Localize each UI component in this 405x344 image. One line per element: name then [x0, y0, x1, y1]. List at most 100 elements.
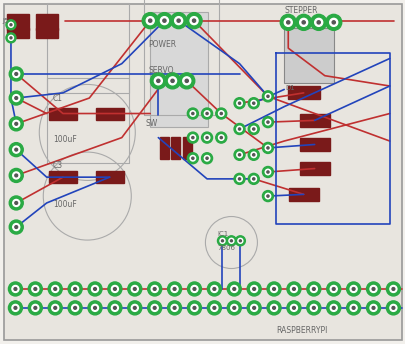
Circle shape: [108, 282, 122, 296]
Bar: [96, 108, 123, 119]
Circle shape: [151, 286, 158, 292]
Circle shape: [220, 112, 222, 115]
Circle shape: [230, 286, 237, 292]
Circle shape: [247, 301, 260, 315]
Circle shape: [316, 21, 320, 24]
Circle shape: [28, 301, 42, 315]
Bar: [182, 137, 191, 159]
Circle shape: [178, 73, 194, 89]
Circle shape: [13, 95, 20, 101]
Circle shape: [168, 77, 176, 85]
Circle shape: [201, 153, 212, 164]
Circle shape: [173, 307, 175, 309]
Circle shape: [290, 286, 297, 292]
Circle shape: [13, 172, 20, 179]
Circle shape: [6, 33, 16, 43]
Circle shape: [15, 73, 17, 75]
Bar: [150, 12, 208, 127]
Circle shape: [238, 102, 240, 104]
Circle shape: [299, 18, 307, 26]
Text: SERVO: SERVO: [148, 66, 173, 75]
Circle shape: [227, 301, 241, 315]
Circle shape: [238, 154, 240, 156]
Text: RASPBERRYPI: RASPBERRYPI: [275, 326, 327, 335]
Circle shape: [153, 307, 156, 309]
Circle shape: [171, 79, 174, 83]
Circle shape: [204, 155, 209, 161]
Circle shape: [266, 195, 269, 197]
Circle shape: [235, 236, 245, 246]
Bar: [171, 137, 180, 159]
Circle shape: [326, 282, 340, 296]
Bar: [47, 78, 128, 163]
Circle shape: [266, 282, 280, 296]
Circle shape: [286, 282, 300, 296]
Bar: [47, 78, 128, 163]
Circle shape: [228, 238, 233, 243]
Circle shape: [286, 21, 289, 24]
Circle shape: [233, 123, 245, 135]
Circle shape: [220, 238, 224, 243]
Circle shape: [329, 286, 337, 292]
Bar: [288, 188, 318, 201]
Circle shape: [290, 304, 297, 311]
Circle shape: [174, 17, 182, 25]
Circle shape: [232, 307, 235, 309]
Circle shape: [10, 24, 12, 26]
Circle shape: [94, 307, 96, 309]
Text: POWER: POWER: [148, 40, 176, 49]
Circle shape: [131, 304, 138, 311]
Circle shape: [284, 18, 292, 26]
Circle shape: [391, 288, 394, 290]
Circle shape: [266, 171, 269, 173]
Circle shape: [247, 282, 260, 296]
Circle shape: [9, 67, 23, 81]
Circle shape: [54, 288, 56, 290]
Circle shape: [9, 196, 23, 210]
Circle shape: [167, 301, 181, 315]
Circle shape: [252, 128, 254, 130]
Bar: [36, 28, 58, 38]
Circle shape: [13, 200, 20, 206]
Circle shape: [205, 157, 208, 159]
Circle shape: [10, 37, 12, 39]
Circle shape: [232, 288, 235, 290]
Bar: [47, 3, 128, 93]
Circle shape: [153, 288, 156, 290]
Circle shape: [309, 304, 317, 311]
Circle shape: [128, 301, 141, 315]
Circle shape: [151, 304, 158, 311]
Circle shape: [192, 19, 195, 22]
Circle shape: [177, 19, 180, 22]
Circle shape: [215, 132, 226, 143]
Circle shape: [264, 119, 270, 125]
Circle shape: [213, 307, 215, 309]
Circle shape: [205, 112, 208, 115]
Circle shape: [262, 166, 273, 178]
Circle shape: [236, 152, 242, 158]
Circle shape: [74, 307, 76, 309]
Circle shape: [250, 100, 256, 106]
Circle shape: [312, 288, 314, 290]
Circle shape: [9, 22, 13, 27]
Circle shape: [247, 173, 259, 184]
Circle shape: [210, 304, 217, 311]
Circle shape: [13, 146, 20, 153]
Circle shape: [329, 304, 337, 311]
Text: IC1: IC1: [217, 231, 228, 237]
Circle shape: [314, 18, 322, 26]
Circle shape: [218, 111, 224, 116]
Circle shape: [94, 288, 96, 290]
Circle shape: [221, 240, 223, 242]
Circle shape: [142, 13, 158, 29]
Circle shape: [230, 240, 232, 242]
Circle shape: [187, 132, 198, 143]
Circle shape: [156, 79, 160, 83]
Circle shape: [191, 137, 194, 139]
Circle shape: [28, 282, 42, 296]
Circle shape: [272, 288, 275, 290]
Circle shape: [68, 282, 82, 296]
Circle shape: [366, 282, 379, 296]
Circle shape: [14, 288, 17, 290]
Circle shape: [326, 301, 340, 315]
